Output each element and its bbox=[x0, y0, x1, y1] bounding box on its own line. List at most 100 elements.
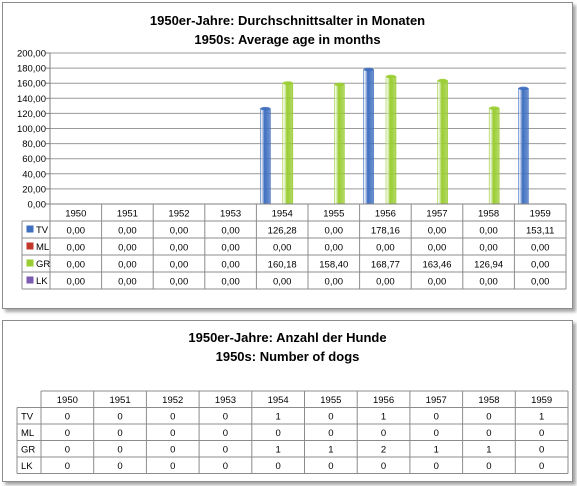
table-cell: 0 bbox=[381, 461, 386, 472]
category-label: 1953 bbox=[220, 209, 241, 220]
category-label: 1952 bbox=[162, 395, 183, 406]
table-subtitle: 1950s: Number of dogs bbox=[215, 349, 360, 364]
table-cell: 0 bbox=[328, 461, 333, 472]
table-cell: 1 bbox=[328, 445, 333, 456]
data-label: 0,00 bbox=[170, 277, 189, 288]
category-label: 1957 bbox=[426, 209, 447, 220]
legend-label-lk: LK bbox=[36, 276, 48, 287]
table-cell: 0 bbox=[223, 412, 228, 423]
data-label: 0,00 bbox=[170, 226, 189, 237]
table-cell: 1 bbox=[434, 445, 439, 456]
data-label: 0,00 bbox=[479, 277, 498, 288]
chart-subtitle: 1950s: Average age in months bbox=[194, 32, 381, 47]
table-cell: 0 bbox=[65, 461, 70, 472]
y-tick-label: 100,00 bbox=[17, 124, 46, 135]
category-label: 1955 bbox=[320, 395, 341, 406]
data-label: 0,00 bbox=[325, 243, 344, 254]
category-label: 1951 bbox=[117, 209, 138, 220]
bar-gr-1956 bbox=[385, 76, 397, 205]
legend-key-gr bbox=[26, 259, 34, 267]
bar-cap bbox=[518, 86, 529, 91]
average-age-chart[interactable]: 1950er-Jahre: Durchschnittsalter in Mona… bbox=[2, 2, 573, 309]
data-label: 160,18 bbox=[268, 260, 297, 271]
bar-cap bbox=[260, 106, 271, 111]
table-cell: 0 bbox=[223, 461, 228, 472]
chart-title: 1950er-Jahre: Durchschnittsalter in Mona… bbox=[149, 13, 426, 28]
legend-key-ml bbox=[26, 242, 34, 250]
category-label: 1955 bbox=[323, 209, 344, 220]
data-label: 158,40 bbox=[319, 260, 348, 271]
data-label: 0,00 bbox=[67, 260, 86, 271]
table-cell: 0 bbox=[486, 428, 491, 439]
bar-tv-1954 bbox=[260, 108, 271, 205]
table-cell: 0 bbox=[328, 412, 333, 423]
data-label: 0,00 bbox=[325, 226, 344, 237]
table-cell: 0 bbox=[65, 445, 70, 456]
row-label-gr: GR bbox=[21, 445, 35, 456]
category-label: 1951 bbox=[109, 395, 130, 406]
data-label: 0,00 bbox=[376, 277, 395, 288]
table-cell: 0 bbox=[117, 445, 122, 456]
table-cell: 0 bbox=[223, 428, 228, 439]
table-cell: 0 bbox=[170, 412, 175, 423]
data-label: 0,00 bbox=[118, 277, 137, 288]
data-label: 0,00 bbox=[428, 226, 447, 237]
table-cell: 1 bbox=[276, 412, 281, 423]
average-age-plot: 0,00 20,00 40,00 60,00 80,00 100,00 120,00 140,… bbox=[17, 49, 567, 290]
data-label: 0,00 bbox=[479, 226, 498, 237]
bar-gr-1954 bbox=[282, 82, 294, 205]
data-label: 163,46 bbox=[422, 260, 451, 271]
table-cell: 0 bbox=[65, 428, 70, 439]
data-label: 0,00 bbox=[531, 243, 550, 254]
table-cell: 0 bbox=[223, 445, 228, 456]
bar-gr-1955 bbox=[334, 84, 345, 205]
table-cell: 1 bbox=[486, 445, 491, 456]
data-label: 0,00 bbox=[428, 277, 447, 288]
table-cell: 0 bbox=[170, 445, 175, 456]
bar-cap bbox=[334, 82, 345, 87]
legend-label-tv: TV bbox=[36, 225, 49, 236]
legend-key-tv bbox=[26, 225, 34, 233]
bar-cap bbox=[363, 67, 374, 72]
bar-gr-1958 bbox=[488, 107, 500, 205]
data-label: 0,00 bbox=[118, 243, 137, 254]
row-label-tv: TV bbox=[21, 412, 34, 423]
category-label: 1956 bbox=[373, 395, 394, 406]
data-label: 153,11 bbox=[526, 226, 554, 237]
y-tick-label: 180,00 bbox=[17, 64, 46, 75]
category-label: 1959 bbox=[531, 395, 552, 406]
data-label: 0,00 bbox=[118, 260, 137, 271]
y-tick-label: 60,00 bbox=[22, 154, 46, 165]
bar-cap bbox=[282, 81, 293, 85]
table-title: 1950er-Jahre: Anzahl der Hunde bbox=[188, 330, 387, 345]
data-label: 0,00 bbox=[531, 260, 550, 271]
bar-tv-1956 bbox=[363, 69, 374, 205]
table-cell: 0 bbox=[434, 461, 439, 472]
table-cell: 0 bbox=[117, 428, 122, 439]
data-label: 0,00 bbox=[221, 226, 240, 237]
table-cell: 1 bbox=[276, 445, 281, 456]
table-cell: 0 bbox=[117, 461, 122, 472]
y-tick-label: 0,00 bbox=[28, 200, 47, 211]
category-label: 1958 bbox=[478, 395, 499, 406]
table-cell: 0 bbox=[170, 461, 175, 472]
category-label: 1954 bbox=[272, 209, 293, 220]
table-cell: 0 bbox=[117, 412, 122, 423]
dog-count-table-panel[interactable]: 1950er-Jahre: Anzahl der Hunde 1950s: Nu… bbox=[2, 320, 573, 482]
data-label: 0,00 bbox=[221, 277, 240, 288]
data-label: 0,00 bbox=[428, 243, 447, 254]
y-tick-label: 20,00 bbox=[22, 184, 46, 195]
table-cell: 0 bbox=[381, 428, 386, 439]
data-label: 126,28 bbox=[268, 226, 297, 237]
data-label: 0,00 bbox=[376, 243, 395, 254]
table-cell: 0 bbox=[539, 428, 544, 439]
bar-gr-1957 bbox=[437, 80, 448, 205]
table-cell: 0 bbox=[486, 412, 491, 423]
table-cell: 0 bbox=[434, 428, 439, 439]
data-label: 0,00 bbox=[531, 277, 550, 288]
data-label: 0,00 bbox=[170, 260, 189, 271]
table-cell: 0 bbox=[170, 428, 175, 439]
y-tick-label: 80,00 bbox=[22, 139, 46, 150]
category-label: 1954 bbox=[268, 395, 289, 406]
data-label: 0,00 bbox=[118, 226, 137, 237]
